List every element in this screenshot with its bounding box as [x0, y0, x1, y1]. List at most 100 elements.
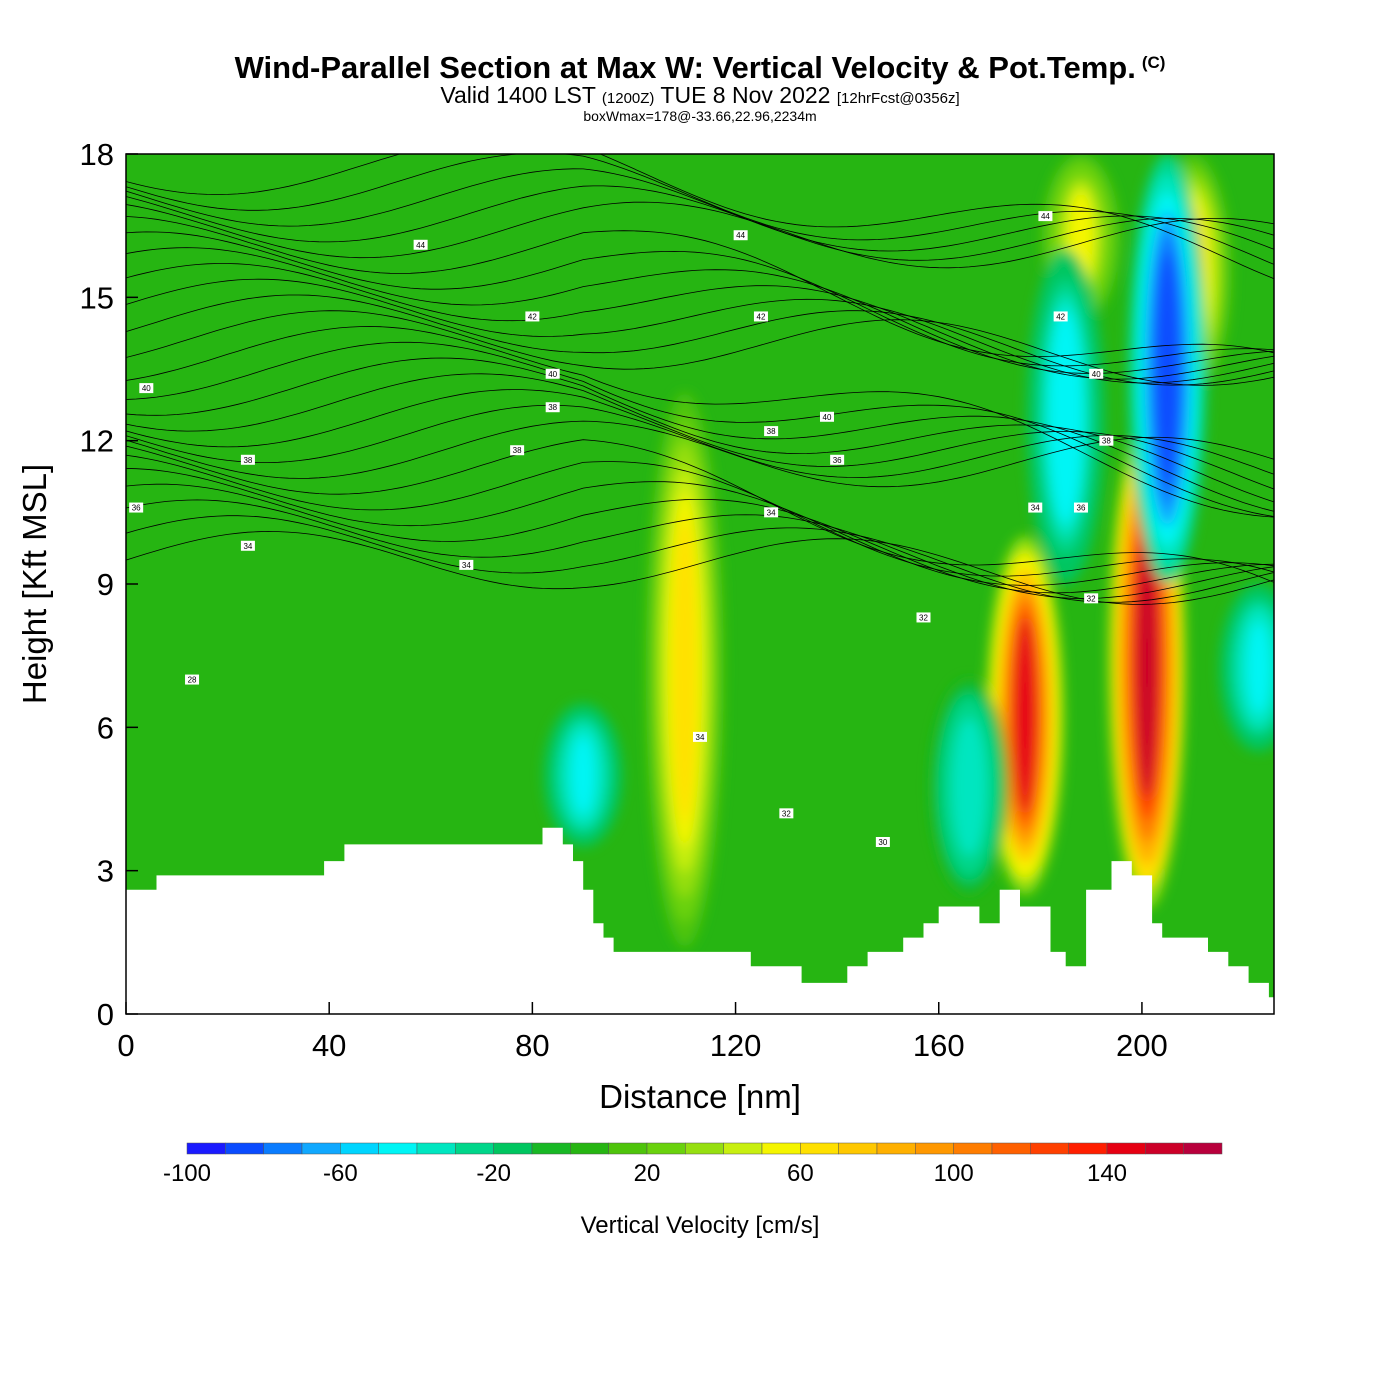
colorbar-swatch	[493, 1142, 533, 1155]
colorbar-swatch	[301, 1142, 341, 1155]
isentrope-line	[126, 326, 1274, 518]
contour-label-text: 40	[823, 413, 832, 422]
isentrope-line	[126, 310, 1274, 386]
contour-label: 32	[779, 808, 794, 819]
colorbar-swatch	[531, 1142, 571, 1155]
contour-label-bg	[819, 411, 834, 422]
copyright-mark: (C)	[1141, 53, 1166, 72]
contour-label-text: 38	[548, 403, 557, 412]
colorbar-swatch	[646, 1142, 686, 1155]
velocity-plume-7	[571, 735, 595, 815]
colorbar-swatch	[723, 1142, 763, 1155]
contour-label-bg	[733, 230, 748, 241]
contour-label-text: 42	[1056, 312, 1065, 321]
y-tick-label: 15	[80, 280, 114, 315]
velocity-plume-8	[957, 727, 982, 847]
colorbar-swatch	[838, 1142, 878, 1155]
colorbar-swatch	[1183, 1142, 1223, 1155]
contour-label-bg	[1053, 311, 1068, 322]
contour-label: 38	[510, 445, 525, 456]
colorbar-swatch	[263, 1142, 303, 1155]
contour-label: 38	[545, 402, 560, 413]
isentrope-line	[126, 530, 1274, 605]
colorbar-swatch	[915, 1142, 954, 1155]
velocity-plume-2	[1135, 527, 1159, 799]
contour-label-text: 38	[767, 427, 776, 436]
isentrope-line	[126, 499, 1274, 599]
contour-label: 36	[129, 502, 144, 513]
chart-title-text: Wind-Parallel Section at Max W: Vertical…	[234, 50, 1136, 85]
y-tick-label: 3	[97, 854, 114, 889]
contour-label-bg	[830, 454, 845, 465]
contour-label: 40	[545, 368, 560, 379]
contour-label: 42	[525, 311, 540, 322]
contour-label-text: 28	[188, 676, 197, 685]
contour-label-text: 36	[1077, 504, 1086, 513]
isentrope-line	[126, 154, 1274, 280]
contour-label-text: 32	[1087, 594, 1096, 603]
colorbar-tick-label: 20	[634, 1160, 661, 1187]
colorbar-tick-label: 60	[787, 1160, 814, 1187]
velocity-plume-0	[672, 517, 697, 823]
contour-label-bg	[1084, 593, 1099, 604]
contour-label: 40	[1089, 368, 1104, 379]
zulu-time: (1200Z)	[601, 90, 655, 107]
chart-subtitle: Valid 1400 LST (1200Z) TUE 8 Nov 2022 [1…	[0, 84, 1400, 107]
contour-label: 28	[185, 674, 200, 685]
contour-label-text: 44	[416, 241, 425, 250]
colorbar-swatch	[953, 1142, 993, 1155]
colorbar-swatch	[1106, 1142, 1146, 1155]
colorbar-tick-label: 100	[934, 1160, 974, 1187]
velocity-plume-6	[1053, 324, 1078, 509]
contour-label-bg	[459, 559, 474, 570]
contour-label: 42	[753, 311, 768, 322]
contour-label-bg	[764, 426, 779, 437]
isentrope-line	[126, 185, 1274, 261]
isentrope-line	[126, 483, 1274, 594]
isentrope-line	[126, 404, 1274, 478]
valid-time: Valid 1400 LST	[440, 82, 596, 108]
contour-label: 44	[733, 230, 748, 241]
colorbar-swatch	[761, 1142, 801, 1155]
y-tick-label: 9	[97, 567, 114, 602]
contour-label-bg	[413, 239, 428, 250]
contour-label-bg	[1089, 368, 1104, 379]
x-tick-label: 0	[117, 1028, 134, 1063]
contour-label-bg	[1099, 435, 1114, 446]
contour-label: 40	[819, 411, 834, 422]
contour-label-bg	[779, 808, 794, 819]
isentrope-line	[126, 263, 1274, 380]
contour-label-bg	[753, 311, 768, 322]
contour-label-bg	[545, 368, 560, 379]
isentrope-line	[126, 294, 1274, 386]
plot-area: 44 44 44 42 42 42 40 40 40 40 38 38 38 38 38 36 36 36 34 34…	[125, 153, 1275, 1015]
colorbar-swatch	[800, 1142, 839, 1155]
colorbar-swatch	[1145, 1142, 1184, 1155]
isentrope-line	[126, 454, 1274, 577]
contour-label-text: 40	[142, 384, 151, 393]
contour-label: 34	[240, 540, 255, 551]
x-tick-label: 80	[515, 1028, 549, 1063]
colorbar-swatch	[685, 1142, 724, 1155]
colorbar-swatch	[1068, 1142, 1108, 1155]
contour-label-text: 34	[462, 561, 471, 570]
contour-label: 38	[764, 426, 779, 437]
isentrope-line	[126, 357, 1274, 512]
contour-label: 34	[693, 731, 707, 742]
colorbar-swatch	[378, 1142, 418, 1155]
colorbar-title: Vertical Velocity [cm/s]	[581, 1212, 820, 1239]
contour-label-text: 34	[1031, 504, 1040, 513]
contour-label-text: 44	[736, 231, 745, 240]
x-tick-label: 40	[312, 1028, 346, 1063]
isentrope-line	[126, 515, 1274, 603]
contour-label-text: 34	[767, 508, 776, 517]
contour-label-text: 40	[1092, 370, 1101, 379]
contour-label: 42	[1053, 311, 1068, 322]
contour-label-text: 44	[1041, 212, 1050, 221]
isentrope-line	[126, 201, 1274, 269]
colorbar-swatch	[608, 1142, 648, 1155]
contour-label-bg	[916, 612, 931, 623]
contour-label: 36	[1073, 502, 1088, 513]
x-tick-label: 160	[913, 1028, 965, 1063]
contour-label-text: 34	[696, 733, 705, 742]
